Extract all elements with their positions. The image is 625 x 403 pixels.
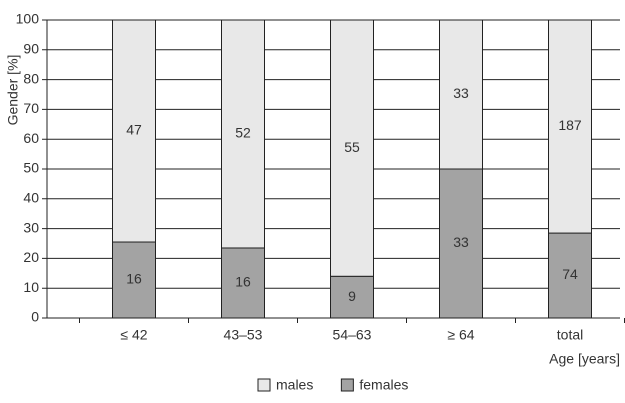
y-tick-label: 100 bbox=[16, 11, 40, 27]
y-tick-label: 0 bbox=[31, 309, 39, 325]
count-label: 52 bbox=[235, 125, 251, 141]
y-axis-label: Gender [%] bbox=[5, 55, 21, 126]
legend-swatch bbox=[340, 378, 354, 392]
bar-segment bbox=[548, 19, 592, 234]
bar-segment bbox=[112, 19, 156, 243]
bar-segment bbox=[330, 275, 374, 319]
count-label: 9 bbox=[348, 288, 356, 304]
x-tick-label: ≥ 64 bbox=[447, 327, 474, 343]
bar-segment bbox=[439, 19, 483, 170]
count-label: 187 bbox=[558, 117, 582, 133]
bar-segment bbox=[330, 19, 374, 277]
legend-label: males bbox=[276, 377, 313, 393]
y-tick-label: 70 bbox=[23, 100, 39, 116]
x-tick-label: ≤ 42 bbox=[120, 327, 147, 343]
count-label: 74 bbox=[562, 266, 578, 282]
y-tick-label: 60 bbox=[23, 130, 39, 146]
y-tick-label: 90 bbox=[23, 41, 39, 57]
y-tick-label: 50 bbox=[23, 160, 39, 176]
count-label: 16 bbox=[235, 274, 251, 290]
y-tick-label: 20 bbox=[23, 249, 39, 265]
count-label: 55 bbox=[344, 139, 360, 155]
y-tick-label: 30 bbox=[23, 219, 39, 235]
x-tick-label: total bbox=[557, 327, 583, 343]
count-label: 33 bbox=[453, 234, 469, 250]
x-tick-label: 54–63 bbox=[333, 327, 372, 343]
y-tick-label: 10 bbox=[23, 279, 39, 295]
count-label: 16 bbox=[126, 271, 142, 287]
count-label: 33 bbox=[453, 85, 469, 101]
bar-segment bbox=[548, 232, 592, 319]
bar-segment bbox=[439, 168, 483, 319]
legend-label: females bbox=[359, 377, 408, 393]
x-tick-label: 43–53 bbox=[224, 327, 263, 343]
count-label: 47 bbox=[126, 122, 142, 138]
y-tick-label: 40 bbox=[23, 190, 39, 206]
y-tick-label: 80 bbox=[23, 70, 39, 86]
bar-segment bbox=[221, 19, 265, 249]
legend-swatch bbox=[257, 378, 271, 392]
x-axis-label: Age [years] bbox=[549, 351, 620, 367]
